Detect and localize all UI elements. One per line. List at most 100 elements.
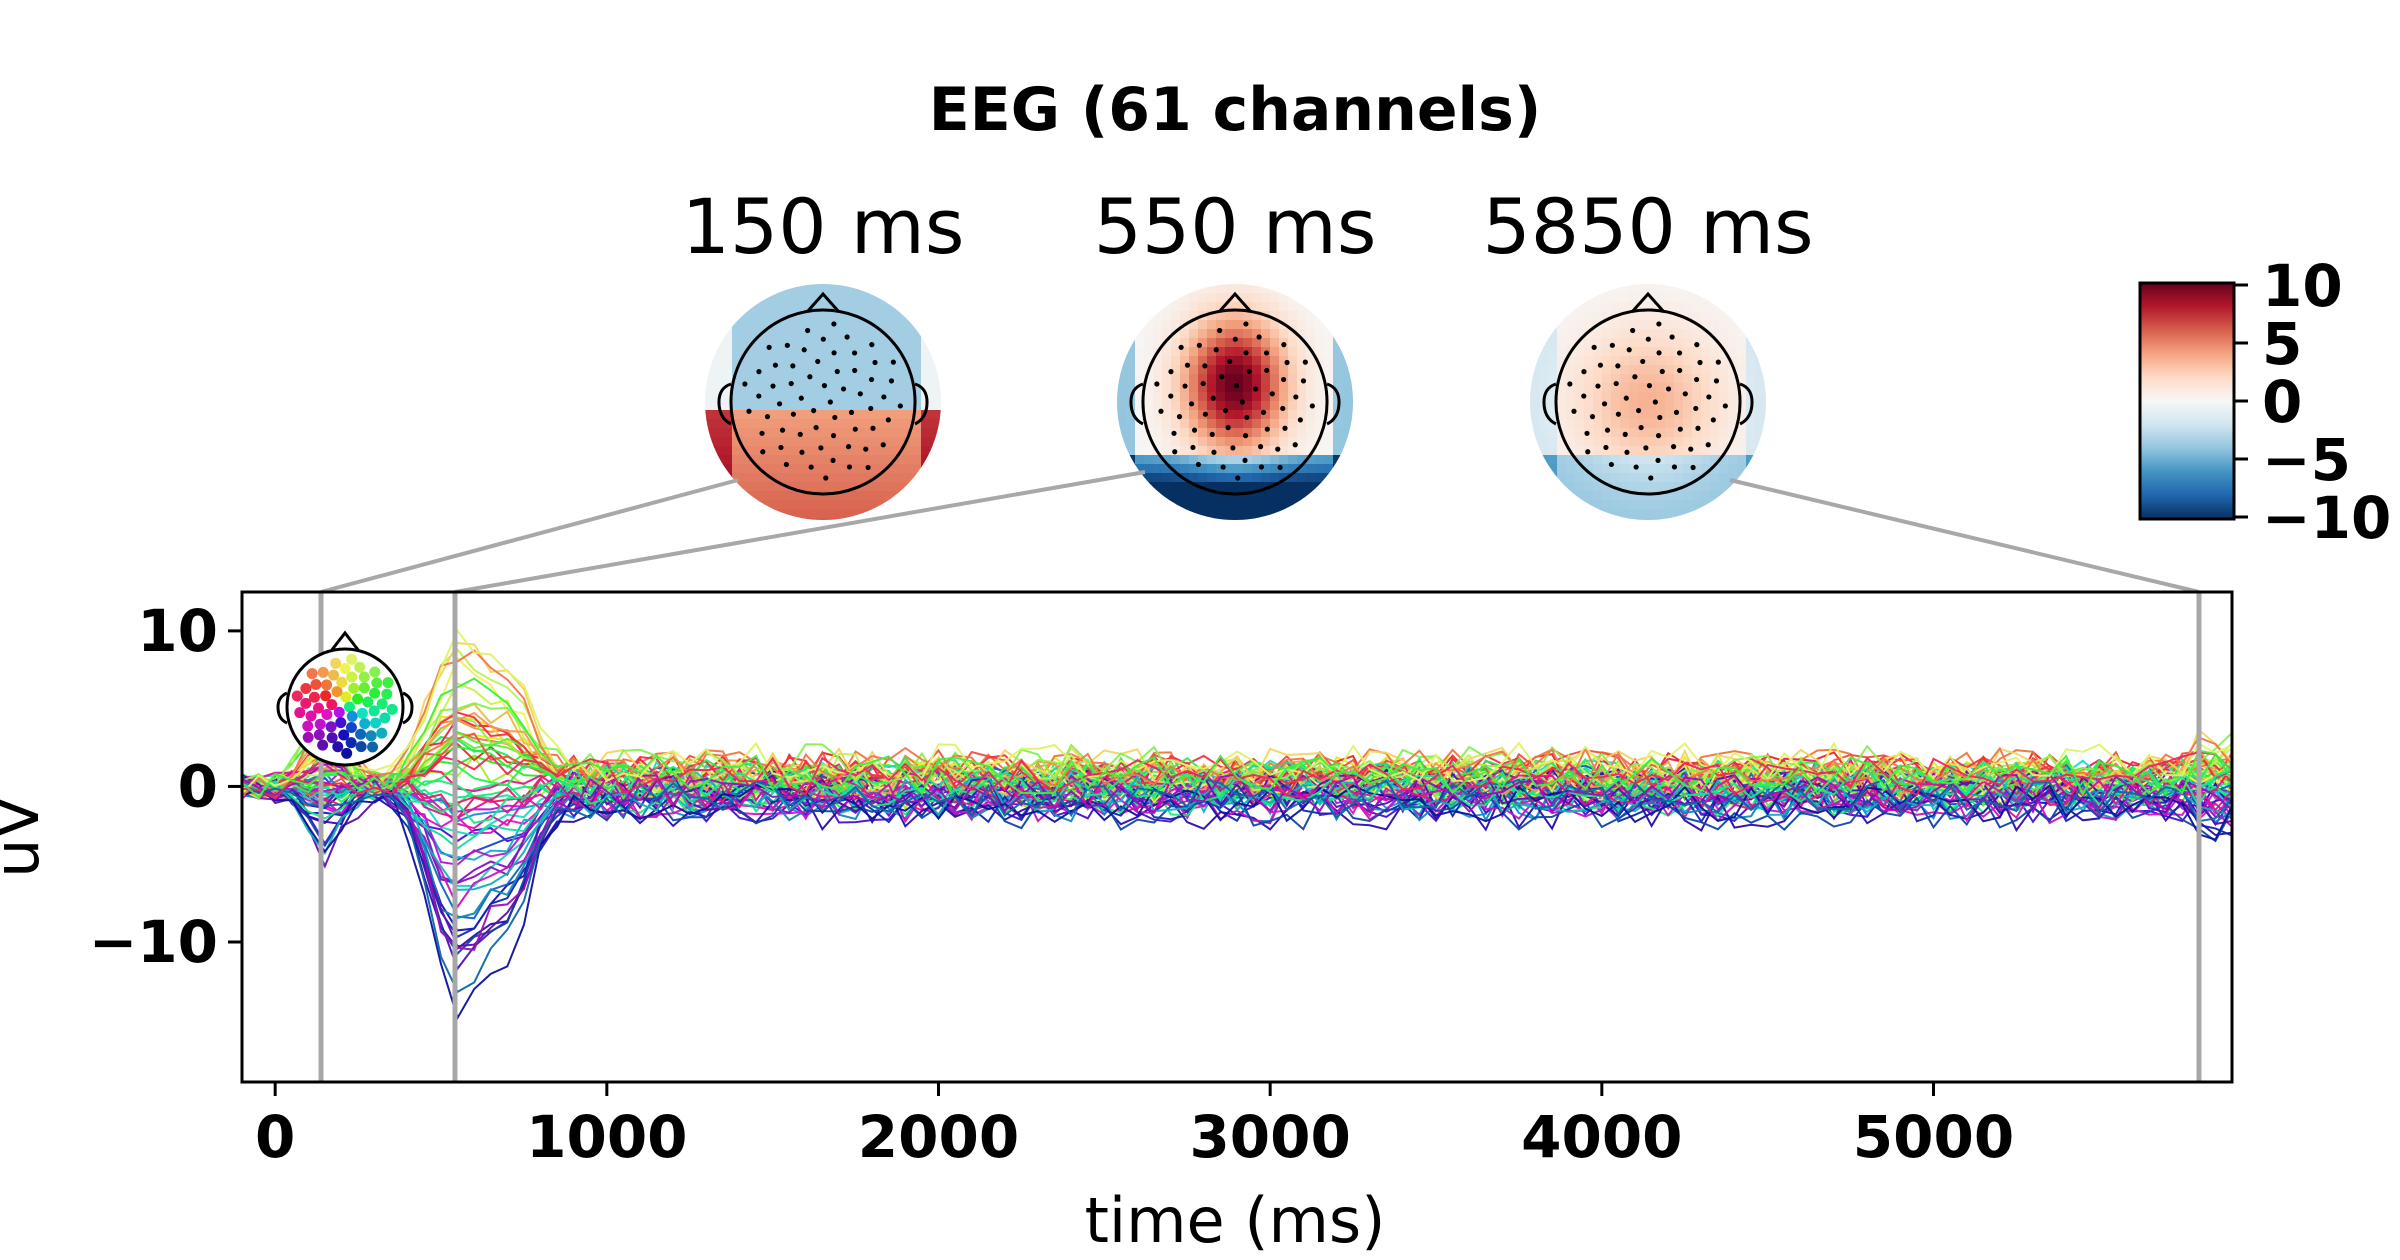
topomap-cell [1557, 473, 1567, 483]
topomap-cell [813, 509, 823, 519]
topomap-cell [1315, 464, 1325, 474]
topomap-cell [1728, 347, 1738, 357]
topomap-cell [1665, 473, 1675, 483]
topomap-cell [921, 518, 931, 528]
topomap-cell [1728, 329, 1738, 339]
topomap-cell [1351, 392, 1361, 402]
topomap-cell [1270, 455, 1280, 465]
topomap-cell [1710, 293, 1720, 303]
topomap-cell [1216, 473, 1226, 483]
topomap-cell [1692, 509, 1702, 519]
topomap-cell [1243, 518, 1253, 528]
topomap-cell [1198, 392, 1208, 402]
topomap-cell [1611, 392, 1621, 402]
topomap-cell [1333, 374, 1343, 384]
topomap-cell [876, 383, 886, 393]
topomap-cell [1683, 284, 1693, 294]
topomap-cell [1252, 320, 1262, 330]
topomap-cell [1764, 437, 1774, 447]
legend-sensor-dot [328, 670, 339, 681]
topomap-sensor [1656, 350, 1661, 355]
topomap-sensor [1261, 410, 1266, 415]
topomap-cell [1611, 293, 1621, 303]
topomap-cell [750, 428, 760, 438]
topomap-cell [822, 320, 832, 330]
topomap-cell [1144, 347, 1154, 357]
topomap-cell [1728, 293, 1738, 303]
topomap-cell [741, 491, 751, 501]
topomap-cell [1144, 401, 1154, 411]
topomap-cell [1710, 482, 1720, 492]
topomap-cell [1656, 437, 1666, 447]
topomap-cell [1665, 347, 1675, 357]
topomap-cell [1575, 509, 1585, 519]
topomap-cell [1180, 311, 1190, 321]
topomap-sensor [789, 381, 794, 386]
topomap-cell [1566, 329, 1576, 339]
topomap-cell [930, 311, 940, 321]
topomap-cell [1315, 509, 1325, 519]
topomap-cell [1656, 284, 1666, 294]
topomap-cell [1126, 311, 1136, 321]
topomap-cell [1629, 383, 1639, 393]
topomap-cell [1602, 383, 1612, 393]
topomap-cell [1306, 374, 1316, 384]
topomap-cell [903, 482, 913, 492]
topomap-cell [867, 365, 877, 375]
topomap-cell [1620, 401, 1630, 411]
topomap-cell [1566, 419, 1576, 429]
topomap-cell [705, 437, 715, 447]
topomap-cell [1261, 509, 1271, 519]
topomap-cell [741, 284, 751, 294]
topomap-cell [1539, 329, 1549, 339]
topomap-cell [1620, 509, 1630, 519]
topomap-cell [768, 500, 778, 510]
topomap-sensor [1202, 363, 1207, 368]
topomap-cell [813, 383, 823, 393]
topomap-cell [1575, 500, 1585, 510]
topomap-cell [795, 509, 805, 519]
topomap-cell [732, 509, 742, 519]
topomap-cell [1144, 464, 1154, 474]
topomap-sensor [746, 409, 751, 414]
topomap-cell [1153, 428, 1163, 438]
topomap-cell [768, 518, 778, 528]
topomap-cell [1593, 446, 1603, 456]
topomap-cell [1216, 455, 1226, 465]
topomap-cell [1755, 428, 1765, 438]
topomap-cell [705, 338, 715, 348]
topomap-cell [1692, 302, 1702, 312]
topomap-cell [1647, 356, 1657, 366]
topomap-cell [1593, 500, 1603, 510]
topomap-cell [741, 419, 751, 429]
topomap-cell [894, 518, 904, 528]
topomap-cell [1701, 482, 1711, 492]
topomap-cell [1279, 329, 1289, 339]
topomap-cell [858, 347, 868, 357]
topomap-cell [1279, 446, 1289, 456]
topomap-cell [1351, 464, 1361, 474]
topomap-cell [1171, 518, 1181, 528]
topomap-cell [1539, 446, 1549, 456]
topomap-cell [849, 356, 859, 366]
topomap-cell [894, 473, 904, 483]
topomap-cell [849, 329, 859, 339]
sensor-legend-head [278, 633, 412, 765]
topomap-cell [1719, 437, 1729, 447]
topomap-cell [1620, 338, 1630, 348]
topomap-cell [1234, 284, 1244, 294]
topomap-cell [1144, 392, 1154, 402]
topomap-cell [750, 293, 760, 303]
topomap-cell [1252, 419, 1262, 429]
topomap-cell [1171, 509, 1181, 519]
topomap-cell [1764, 284, 1774, 294]
topomap-cell [768, 509, 778, 519]
topomap-cell [1710, 347, 1720, 357]
topomap-sensor [872, 360, 877, 365]
topomap-cell [714, 518, 724, 528]
topomap-cell [786, 419, 796, 429]
topomap-cell [1252, 473, 1262, 483]
topomap-cell [1135, 356, 1145, 366]
topomap-cell [1701, 419, 1711, 429]
topomap-cell [1243, 338, 1253, 348]
